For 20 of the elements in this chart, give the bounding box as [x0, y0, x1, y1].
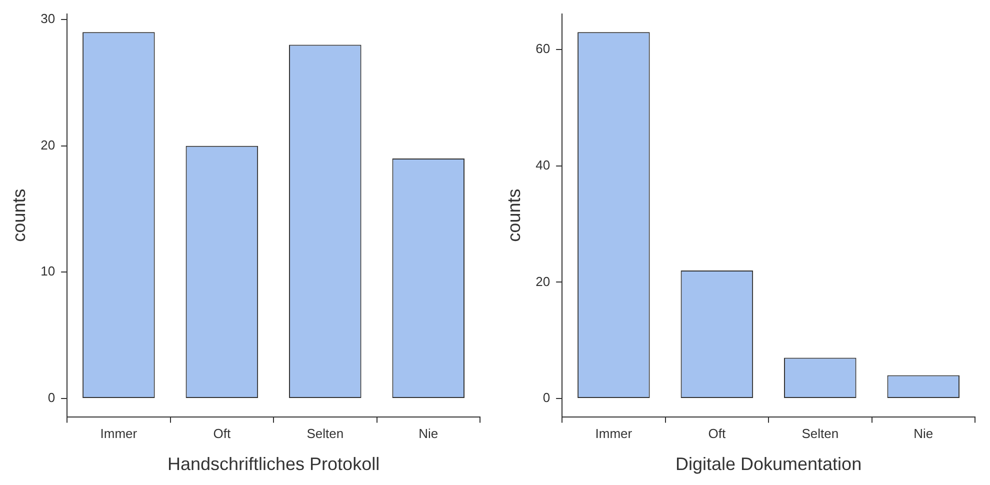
- x-axis-title: Digitale Dokumentation: [675, 454, 862, 474]
- y-tick-label: 40: [536, 157, 550, 172]
- x-tick-label: Selten: [306, 426, 344, 442]
- x-tick-label: Selten: [802, 426, 839, 442]
- y-tick-label: 20: [536, 274, 550, 289]
- y-tick-label: 20: [40, 137, 56, 152]
- y-axis-title: counts: [504, 188, 524, 242]
- y-tick-label: 0: [542, 390, 550, 406]
- x-tick-label: Nie: [914, 426, 934, 442]
- y-tick-label: 30: [40, 11, 56, 26]
- x-tick-label: Oft: [708, 426, 726, 442]
- x-tick-label: Oft: [213, 426, 231, 442]
- x-tick-label: Immer: [595, 426, 633, 442]
- y-tick-label: 0: [48, 390, 56, 406]
- x-tick-label: Nie: [418, 426, 438, 442]
- y-tick-label: 60: [536, 41, 550, 56]
- y-axis-title: counts: [8, 188, 29, 242]
- x-axis-title: Handschriftliches Protokoll: [167, 454, 380, 474]
- x-tick-label: Immer: [100, 426, 138, 442]
- y-tick-label: 10: [40, 264, 56, 279]
